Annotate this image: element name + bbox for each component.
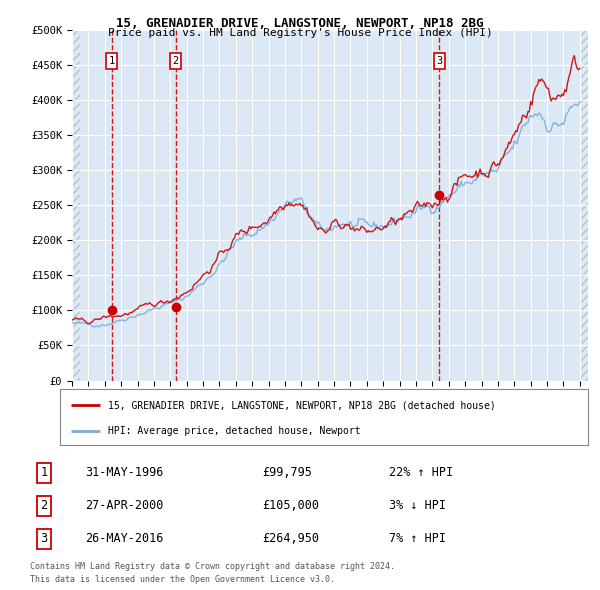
Text: 3% ↓ HPI: 3% ↓ HPI xyxy=(389,499,446,513)
Text: HPI: Average price, detached house, Newport: HPI: Average price, detached house, Newp… xyxy=(107,427,360,437)
Text: £105,000: £105,000 xyxy=(262,499,319,513)
Text: 22% ↑ HPI: 22% ↑ HPI xyxy=(389,466,453,480)
Text: 15, GRENADIER DRIVE, LANGSTONE, NEWPORT, NP18 2BG (detached house): 15, GRENADIER DRIVE, LANGSTONE, NEWPORT,… xyxy=(107,400,495,410)
Text: 26-MAY-2016: 26-MAY-2016 xyxy=(85,532,164,546)
Text: Price paid vs. HM Land Registry's House Price Index (HPI): Price paid vs. HM Land Registry's House … xyxy=(107,28,493,38)
Text: 1: 1 xyxy=(109,56,115,66)
Text: 1: 1 xyxy=(40,466,47,480)
Text: 3: 3 xyxy=(40,532,47,546)
Text: 31-MAY-1996: 31-MAY-1996 xyxy=(85,466,164,480)
Text: 3: 3 xyxy=(436,56,442,66)
Text: £99,795: £99,795 xyxy=(262,466,312,480)
Text: 15, GRENADIER DRIVE, LANGSTONE, NEWPORT, NP18 2BG: 15, GRENADIER DRIVE, LANGSTONE, NEWPORT,… xyxy=(116,17,484,30)
Text: 7% ↑ HPI: 7% ↑ HPI xyxy=(389,532,446,546)
Text: Contains HM Land Registry data © Crown copyright and database right 2024.: Contains HM Land Registry data © Crown c… xyxy=(30,562,395,571)
Text: £264,950: £264,950 xyxy=(262,532,319,546)
Text: 2: 2 xyxy=(40,499,47,513)
Text: 2: 2 xyxy=(173,56,179,66)
Text: This data is licensed under the Open Government Licence v3.0.: This data is licensed under the Open Gov… xyxy=(30,575,335,584)
Text: 27-APR-2000: 27-APR-2000 xyxy=(85,499,164,513)
